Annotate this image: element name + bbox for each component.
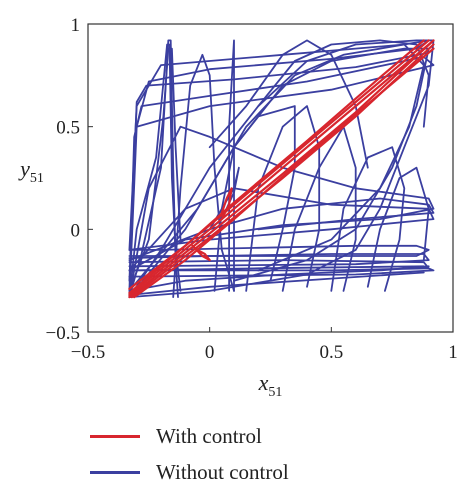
y-tick-label: 0 [71, 220, 81, 241]
series-line [220, 187, 233, 221]
series-line [191, 244, 211, 262]
series-line [366, 166, 430, 288]
series-line [128, 41, 433, 297]
series-line [128, 39, 435, 299]
series-line [257, 39, 430, 128]
y-axis-label: y51 [18, 156, 44, 186]
series-line [128, 51, 430, 282]
series-line [128, 43, 182, 299]
series-with-control [128, 39, 435, 299]
legend-item-with-control: With control [90, 418, 289, 454]
series-layer [128, 39, 435, 299]
x-axis-label: x51 [258, 370, 283, 400]
series-line [128, 56, 435, 292]
series-line [133, 47, 435, 299]
series-line [128, 265, 435, 278]
series-line [128, 197, 435, 262]
legend-swatch-red [90, 434, 140, 438]
legend: With control Without control [90, 418, 289, 490]
series-line [228, 39, 235, 292]
y-tick-label: 1 [71, 15, 81, 36]
series-line [128, 39, 425, 290]
series-line [330, 146, 406, 292]
x-tick-label: 0.5 [319, 342, 343, 363]
y-tick-label: 0.5 [56, 118, 80, 139]
x-tick-label: 1 [448, 342, 458, 363]
tick-layer: −0.5 0 0.5 1 −0.5 0 0.5 1 [46, 15, 458, 363]
legend-item-without-control: Without control [90, 454, 289, 490]
legend-label: Without control [156, 459, 289, 484]
line-chart: −0.5 0 0.5 1 −0.5 0 0.5 1 x51 y51 [18, 15, 458, 400]
y-tick-label: −0.5 [46, 323, 80, 344]
series-line [128, 259, 430, 272]
series-line [213, 105, 296, 292]
x-tick-label: −0.5 [71, 342, 105, 363]
series-line [128, 47, 182, 292]
plot-frame [87, 23, 454, 333]
series-line [128, 271, 425, 296]
series-without-control [128, 39, 435, 299]
x-tick-label: 0 [205, 342, 215, 363]
legend-label: With control [156, 423, 262, 448]
legend-swatch-blue [90, 470, 140, 474]
series-line [172, 53, 235, 299]
series-line [128, 265, 430, 292]
